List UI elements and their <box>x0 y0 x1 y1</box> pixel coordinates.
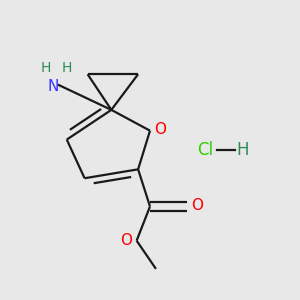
Text: O: O <box>120 232 132 247</box>
Text: O: O <box>154 122 166 137</box>
Text: N: N <box>48 79 59 94</box>
Text: H: H <box>41 61 51 75</box>
Text: H: H <box>61 61 72 75</box>
Text: Cl: Cl <box>197 141 213 159</box>
Text: H: H <box>236 141 248 159</box>
Text: O: O <box>192 198 204 213</box>
